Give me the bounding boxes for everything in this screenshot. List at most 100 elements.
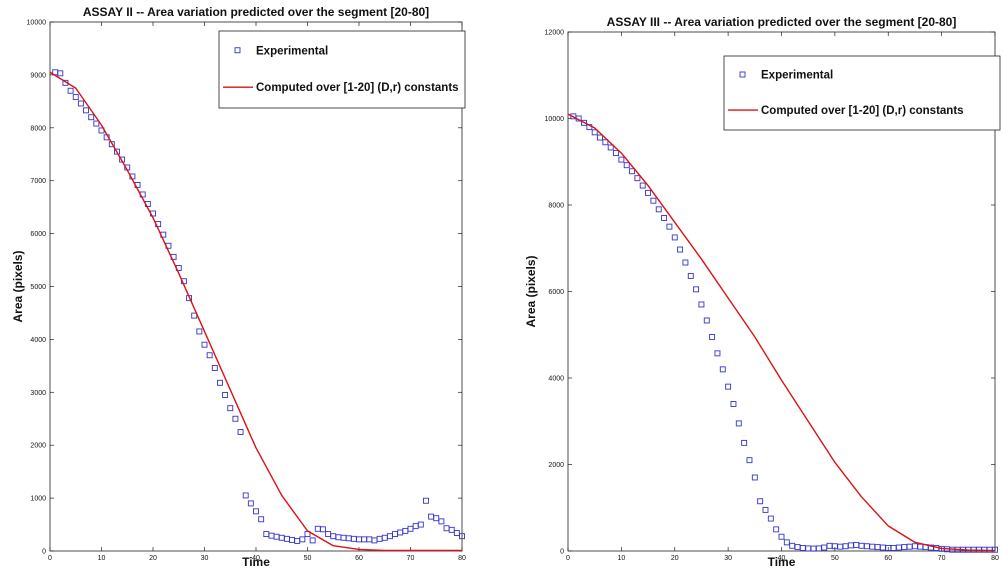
y-tick-label: 4000 bbox=[30, 337, 46, 344]
experimental-point bbox=[191, 312, 198, 319]
y-tick-label: 6000 bbox=[548, 289, 564, 296]
y-tick-label: 7000 bbox=[30, 178, 46, 185]
experimental-point bbox=[767, 515, 774, 522]
experimental-point bbox=[613, 150, 619, 157]
experimental-point bbox=[778, 533, 785, 540]
x-tick-label: 50 bbox=[304, 555, 312, 562]
x-axis-label: Time bbox=[768, 555, 796, 569]
experimental-point bbox=[730, 401, 737, 407]
experimental-point bbox=[247, 500, 254, 507]
y-tick-label: 3000 bbox=[30, 390, 46, 397]
x-tick-label: 10 bbox=[617, 555, 625, 562]
experimental-point bbox=[773, 526, 780, 533]
x-tick-label: 60 bbox=[884, 555, 892, 562]
legend-marker-experimental bbox=[739, 71, 746, 78]
legend-label-experimental: Experimental bbox=[761, 70, 833, 82]
experimental-point bbox=[666, 223, 673, 230]
experimental-point bbox=[433, 515, 440, 522]
experimental-point bbox=[623, 162, 630, 169]
experimental-point bbox=[309, 537, 316, 544]
y-tick-label: 8000 bbox=[30, 125, 46, 132]
x-tick-label: 20 bbox=[671, 555, 679, 562]
chart-title: ASSAY III -- Area variation predicted ov… bbox=[607, 15, 957, 29]
x-tick-label: 50 bbox=[831, 555, 839, 562]
legend-box bbox=[723, 55, 1001, 131]
experimental-point bbox=[618, 156, 625, 163]
legend-marker-experimental bbox=[234, 47, 241, 54]
experimental-point bbox=[417, 521, 424, 528]
experimental-point bbox=[93, 120, 100, 127]
y-tick-label: 1000 bbox=[30, 496, 46, 503]
experimental-point bbox=[253, 508, 259, 515]
experimental-point bbox=[751, 474, 758, 481]
y-tick-label: 9000 bbox=[30, 72, 46, 79]
experimental-point bbox=[687, 272, 694, 279]
experimental-point bbox=[602, 139, 609, 146]
experimental-point bbox=[242, 492, 249, 499]
experimental-point bbox=[211, 365, 218, 371]
experimental-point bbox=[703, 317, 710, 324]
experimental-point bbox=[709, 333, 716, 340]
experimental-point bbox=[634, 175, 641, 182]
x-tick-label: 30 bbox=[724, 555, 732, 562]
experimental-point bbox=[232, 415, 239, 422]
y-tick-label: 10000 bbox=[545, 116, 565, 123]
experimental-point bbox=[741, 439, 748, 446]
experimental-point bbox=[719, 366, 726, 373]
experimental-point bbox=[237, 429, 244, 435]
y-tick-label: 2000 bbox=[30, 443, 46, 450]
experimental-point bbox=[438, 518, 445, 525]
x-tick-label: 70 bbox=[938, 555, 946, 562]
legend: Experimental Computed over [1-20] (D,r) c… bbox=[218, 30, 466, 109]
experimental-point bbox=[597, 134, 603, 141]
experimental-point bbox=[67, 87, 74, 94]
x-tick-label: 0 bbox=[566, 555, 570, 562]
experimental-point bbox=[735, 420, 742, 427]
chart-panel-assay-iii: ASSAY III -- Area variation predicted ov… bbox=[503, 0, 1003, 570]
x-tick-label: 30 bbox=[201, 555, 209, 562]
experimental-point bbox=[320, 526, 326, 533]
experimental-point bbox=[206, 352, 213, 359]
experimental-point bbox=[661, 215, 668, 221]
experimental-point bbox=[423, 497, 429, 504]
experimental-point bbox=[258, 516, 265, 523]
experimental-point bbox=[196, 328, 203, 335]
experimental-point bbox=[88, 114, 95, 121]
experimental-point bbox=[746, 457, 753, 464]
computed-series-line bbox=[567, 113, 996, 552]
x-tick-label: 20 bbox=[149, 555, 157, 562]
experimental-point bbox=[650, 197, 657, 204]
chart-title: ASSAY II -- Area variation predicted ove… bbox=[83, 5, 429, 19]
y-tick-label: 6000 bbox=[30, 231, 46, 238]
experimental-point bbox=[77, 100, 84, 107]
chart-panel-assay-ii: ASSAY II -- Area variation predicted ove… bbox=[0, 0, 500, 570]
experimental-point bbox=[693, 286, 700, 293]
y-tick-label: 8000 bbox=[548, 203, 564, 210]
x-tick-label: 40 bbox=[778, 555, 786, 562]
experimental-point bbox=[453, 530, 460, 536]
experimental-point bbox=[677, 246, 684, 253]
y-tick-label: 4000 bbox=[548, 376, 564, 383]
experimental-point bbox=[72, 94, 79, 101]
y-axis-label: Area (pixels) bbox=[524, 255, 538, 327]
experimental-point bbox=[591, 129, 598, 136]
experimental-point bbox=[645, 189, 652, 196]
experimental-point bbox=[448, 526, 455, 533]
y-axis-label: Area (pixels) bbox=[11, 250, 25, 322]
experimental-point bbox=[762, 506, 769, 513]
experimental-point bbox=[671, 234, 678, 241]
experimental-point bbox=[227, 405, 234, 412]
x-tick-label: 0 bbox=[48, 555, 52, 562]
x-tick-label: 70 bbox=[407, 555, 415, 562]
legend-box bbox=[218, 30, 466, 109]
x-tick-label: 60 bbox=[355, 555, 363, 562]
x-tick-label: 40 bbox=[252, 555, 260, 562]
experimental-point bbox=[655, 206, 662, 213]
experimental-point bbox=[581, 119, 587, 126]
legend-label-computed: Computed over [1-20] (D,r) constants bbox=[256, 82, 459, 94]
experimental-point bbox=[698, 301, 705, 308]
experimental-point bbox=[113, 148, 120, 155]
experimental-point bbox=[639, 182, 646, 189]
x-tick-label: 10 bbox=[98, 555, 106, 562]
experimental-point bbox=[992, 546, 998, 553]
